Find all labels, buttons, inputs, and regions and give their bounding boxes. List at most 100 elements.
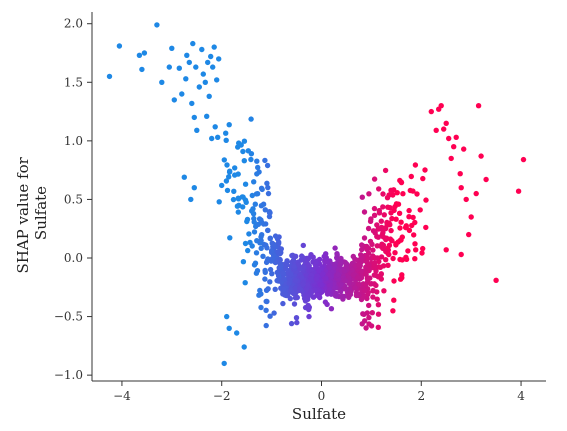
scatter-point <box>338 288 344 295</box>
scatter-point <box>390 308 396 314</box>
scatter-point <box>393 216 399 222</box>
scatter-point <box>258 217 264 223</box>
x-tick-label: 4 <box>517 389 525 403</box>
scatter-point <box>224 313 230 320</box>
scatter-point <box>159 79 165 86</box>
scatter-point <box>371 176 378 182</box>
scatter-point <box>326 287 333 293</box>
scatter-point <box>358 254 365 261</box>
scatter-point <box>206 93 212 100</box>
scatter-point <box>412 241 418 247</box>
y-tick-label: 0.0 <box>64 251 83 265</box>
scatter-point <box>388 210 394 216</box>
scatter-point <box>448 155 454 162</box>
scatter-point <box>359 246 365 253</box>
scatter-point <box>267 313 273 319</box>
scatter-point <box>407 187 413 194</box>
scatter-point <box>422 167 428 173</box>
scatter-point <box>106 73 113 80</box>
x-tick-label: 0 <box>318 389 326 403</box>
scatter-point <box>361 209 368 215</box>
scatter-point <box>324 301 330 308</box>
scatter-point <box>396 210 403 216</box>
scatter-point <box>397 256 403 263</box>
scatter-point <box>239 194 245 200</box>
scatter-point <box>304 282 311 288</box>
scatter-point <box>306 313 312 320</box>
scatter-point <box>226 122 232 128</box>
scatter-point <box>438 103 444 109</box>
x-axis-label: Sulfate <box>292 405 346 423</box>
scatter-point <box>335 271 341 278</box>
scatter-point <box>326 264 333 271</box>
scatter-point <box>294 319 300 326</box>
scatter-point <box>366 191 372 197</box>
scatter-point <box>308 288 314 294</box>
scatter-point <box>282 292 288 298</box>
scatter-point <box>380 204 386 210</box>
scatter-point <box>242 181 249 187</box>
scatter-point <box>420 175 426 182</box>
scatter-point <box>451 144 457 150</box>
scatter-point <box>255 164 261 171</box>
scatter-point <box>473 190 479 197</box>
scatter-point <box>461 146 467 152</box>
y-axis-label: SHAP value for Sulfate <box>14 152 50 273</box>
scatter-point <box>406 214 412 220</box>
scatter-point <box>265 256 271 262</box>
scatter-point <box>265 227 271 234</box>
scatter-point <box>271 310 277 316</box>
scatter-point <box>381 288 387 294</box>
scatter-point <box>332 293 339 299</box>
y-tick-label: −0.5 <box>54 310 83 324</box>
scatter-point <box>327 282 333 288</box>
scatter-point <box>363 270 369 276</box>
scatter-point <box>188 196 194 203</box>
scatter-point <box>327 271 333 278</box>
scatter-point <box>262 276 268 282</box>
scatter-point <box>408 173 414 180</box>
scatter-point <box>292 285 298 291</box>
y-tick-label: 1.0 <box>64 134 83 148</box>
scatter-point <box>199 46 205 53</box>
scatter-point <box>253 191 260 197</box>
scatter-point <box>223 130 229 136</box>
scatter-point <box>238 142 244 148</box>
scatter-point <box>296 262 302 268</box>
scatter-point <box>319 271 326 277</box>
scatter-point <box>366 314 372 321</box>
scatter-point <box>264 162 271 169</box>
scatter-point <box>181 174 187 180</box>
scatter-point <box>211 44 217 50</box>
scatter-points <box>106 22 527 367</box>
scatter-point <box>391 297 397 303</box>
scatter-point <box>374 296 380 302</box>
scatter-point <box>300 281 306 288</box>
scatter-point <box>375 302 382 308</box>
scatter-point <box>463 196 469 203</box>
scatter-point <box>244 216 251 223</box>
scatter-point <box>196 84 202 90</box>
scatter-point <box>306 263 312 269</box>
scatter-point <box>254 158 260 164</box>
x-tick-label: −2 <box>213 389 231 403</box>
scatter-point <box>258 304 264 311</box>
x-axis-ticks: −4 −2 0 2 4 <box>113 381 525 403</box>
scatter-point <box>226 169 233 175</box>
scatter-point <box>399 275 405 281</box>
scatter-point <box>380 242 387 248</box>
scatter-point <box>293 315 300 321</box>
scatter-point <box>363 325 369 331</box>
scatter-point <box>269 256 276 262</box>
scatter-point <box>288 320 295 327</box>
scatter-point <box>308 276 314 282</box>
scatter-point <box>419 250 425 256</box>
scatter-point <box>412 162 419 168</box>
scatter-point <box>405 248 411 254</box>
scatter-point <box>383 236 389 243</box>
scatter-point <box>361 235 368 241</box>
scatter-point <box>224 162 230 168</box>
scatter-point <box>287 271 294 277</box>
scatter-point <box>262 157 268 164</box>
scatter-point <box>361 311 367 317</box>
